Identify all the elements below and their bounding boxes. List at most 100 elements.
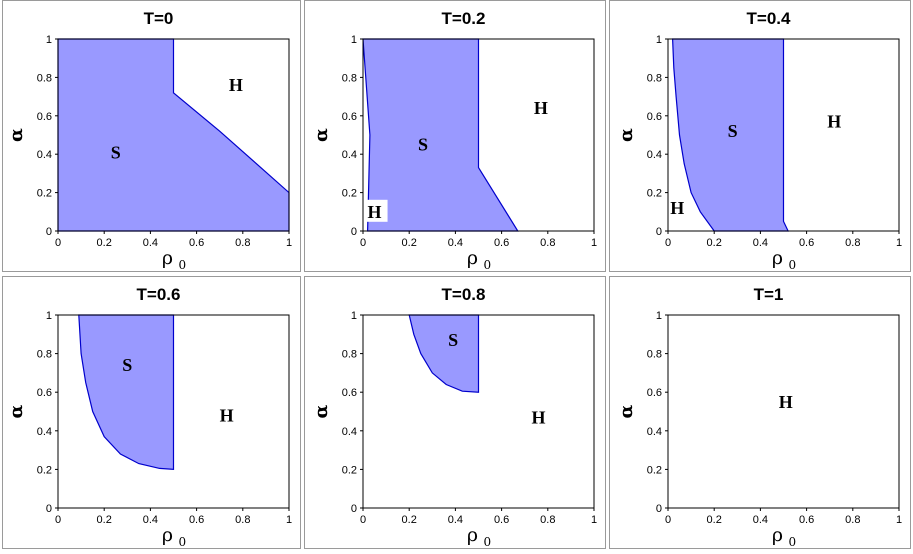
region-label-h: H bbox=[229, 75, 243, 95]
y-tick-label: 0.2 bbox=[647, 464, 662, 476]
y-tick-label: 0 bbox=[46, 503, 52, 515]
y-axis-label: α bbox=[616, 404, 637, 418]
x-tick-label: 0.2 bbox=[97, 237, 112, 249]
x-tick-label: 0.6 bbox=[189, 514, 204, 526]
y-tick-label: 0 bbox=[656, 226, 662, 238]
x-tick-label: 0 bbox=[360, 514, 366, 526]
region-label-h: H bbox=[827, 112, 841, 132]
x-axis-label: ρ bbox=[772, 247, 783, 269]
region-label-h: H bbox=[534, 98, 548, 118]
x-axis-label-subscript: 0 bbox=[179, 535, 187, 549]
x-tick-label: 0.2 bbox=[402, 237, 417, 249]
x-tick-label: 0 bbox=[665, 237, 671, 249]
y-tick-label: 0.6 bbox=[647, 111, 662, 123]
chart-svg: 0 0.2 0.4 0.6 0.8 100.20.40.60.81T=0.4αρ 0S HH bbox=[616, 9, 902, 272]
y-tick-label: 0.6 bbox=[342, 387, 357, 399]
chart-title: T=1 bbox=[754, 285, 784, 304]
panel-6: 0 0.2 0.4 0.6 0.8 1 0 0.2 0.4 0.6 0.8 1 T=1 α ρ 0 H bbox=[609, 276, 911, 549]
x-axis-label: ρ bbox=[162, 247, 173, 269]
y-tick-label: 0.8 bbox=[647, 349, 662, 361]
y-tick-label: 1 bbox=[46, 34, 52, 46]
y-tick-label: 0.6 bbox=[37, 387, 52, 399]
y-tick-label: 0 bbox=[46, 226, 52, 238]
panel-4: 0 0.2 0.4 0.6 0.8 1 0 0.2 0.4 0.6 0.8 1 T=0.6 α ρ 0 S H bbox=[2, 276, 301, 549]
chart-title: T=0.4 bbox=[747, 9, 791, 28]
y-tick-label: 0.4 bbox=[37, 426, 52, 438]
x-axis-label: ρ bbox=[162, 524, 173, 546]
y-tick-label: 0.2 bbox=[342, 464, 357, 476]
panel-3: 0 0.2 0.4 0.6 0.8 1 0 0.2 0.4 0.6 0.8 1 T=0.4 α ρ 0 S H H bbox=[609, 0, 911, 272]
x-axis-label-subscript: 0 bbox=[789, 258, 797, 272]
x-axis-label: ρ bbox=[772, 524, 783, 546]
region-label-h: H bbox=[220, 405, 234, 425]
y-tick-label: 1 bbox=[351, 310, 357, 322]
y-tick-label: 0.6 bbox=[37, 111, 52, 123]
x-tick-label: 0.8 bbox=[235, 514, 250, 526]
y-tick-label: 0.8 bbox=[342, 72, 357, 84]
x-tick-label: 0.4 bbox=[448, 237, 463, 249]
y-tick-label: 0.8 bbox=[342, 349, 357, 361]
y-tick-label: 0.4 bbox=[647, 426, 662, 438]
x-tick-label: 0.2 bbox=[97, 514, 112, 526]
y-tick-label: 0.8 bbox=[37, 349, 52, 361]
x-tick-label: 0.8 bbox=[540, 514, 555, 526]
region-label-h: H bbox=[532, 407, 546, 427]
region-s-area bbox=[408, 314, 480, 393]
plot-frame bbox=[362, 314, 595, 509]
region-label-h: H bbox=[670, 198, 684, 218]
x-tick-label: 0.8 bbox=[845, 237, 860, 249]
x-tick-label: 0.2 bbox=[707, 514, 722, 526]
x-tick-label: 0.6 bbox=[799, 514, 814, 526]
plot-frame bbox=[57, 314, 290, 509]
chart-title: T=0 bbox=[144, 9, 174, 28]
x-tick-label: 0.4 bbox=[143, 514, 158, 526]
x-axis-label-subscript: 0 bbox=[484, 535, 492, 549]
x-tick-label: 0.4 bbox=[448, 514, 463, 526]
x-tick-label: 0.6 bbox=[494, 237, 509, 249]
y-tick-label: 0.6 bbox=[342, 111, 357, 123]
y-axis-label: α bbox=[6, 128, 27, 142]
x-tick-label: 0.4 bbox=[753, 237, 768, 249]
chart-svg: 0 0.2 0.4 0.6 0.8 100.20.40.60.81T=0.6αρ 0SH bbox=[6, 285, 292, 549]
chart-svg: 0 0.2 0.4 0.6 0.8 100.20.40.60.81T=0αρ 0SH bbox=[6, 9, 292, 272]
y-tick-label: 0.2 bbox=[647, 188, 662, 200]
x-tick-label: 0 bbox=[360, 237, 366, 249]
region-s-area bbox=[78, 314, 175, 471]
x-tick-label: 0.2 bbox=[707, 237, 722, 249]
y-tick-label: 0.4 bbox=[342, 426, 357, 438]
region-label-s: S bbox=[122, 355, 132, 375]
x-tick-label: 1 bbox=[591, 237, 597, 249]
chart-svg: 0 0.2 0.4 0.6 0.8 100.20.40.60.81T=1αρ 0H bbox=[616, 285, 902, 549]
y-tick-label: 1 bbox=[656, 34, 662, 46]
y-tick-label: 0.8 bbox=[37, 72, 52, 84]
y-tick-label: 1 bbox=[656, 310, 662, 322]
x-tick-label: 0.4 bbox=[753, 514, 768, 526]
y-tick-label: 0.4 bbox=[647, 149, 662, 161]
x-tick-label: 0.8 bbox=[540, 237, 555, 249]
x-tick-label: 0.4 bbox=[143, 237, 158, 249]
x-tick-label: 0.2 bbox=[402, 514, 417, 526]
x-tick-label: 1 bbox=[896, 514, 902, 526]
plot-frame bbox=[667, 314, 900, 509]
region-label-s: S bbox=[111, 142, 121, 162]
y-tick-label: 0.2 bbox=[342, 188, 357, 200]
x-tick-label: 0.8 bbox=[235, 237, 250, 249]
chart-title: T=0.2 bbox=[442, 9, 486, 28]
x-tick-label: 0.6 bbox=[189, 237, 204, 249]
y-tick-label: 0.4 bbox=[37, 149, 52, 161]
x-tick-label: 1 bbox=[286, 514, 292, 526]
region-s-area bbox=[671, 38, 790, 232]
region-s-area bbox=[57, 38, 290, 232]
region-label-s: S bbox=[418, 135, 428, 155]
x-tick-label: 1 bbox=[591, 514, 597, 526]
x-axis-label-subscript: 0 bbox=[179, 258, 187, 272]
y-tick-label: 0 bbox=[656, 503, 662, 515]
label-background bbox=[365, 199, 388, 222]
panel-1: 0 0.2 0.4 0.6 0.8 1 0 0.2 0.4 0.6 0.8 1 T=0 α ρ 0 S H bbox=[2, 0, 301, 272]
chart-svg: 0 0.2 0.4 0.6 0.8 100.20.40.60.81T=0.8αρ 0SH bbox=[311, 285, 597, 549]
y-axis-label: α bbox=[311, 404, 332, 418]
region-label-s: S bbox=[448, 330, 458, 350]
y-tick-label: 1 bbox=[46, 310, 52, 322]
x-tick-label: 0.6 bbox=[494, 514, 509, 526]
y-tick-label: 0.6 bbox=[647, 387, 662, 399]
